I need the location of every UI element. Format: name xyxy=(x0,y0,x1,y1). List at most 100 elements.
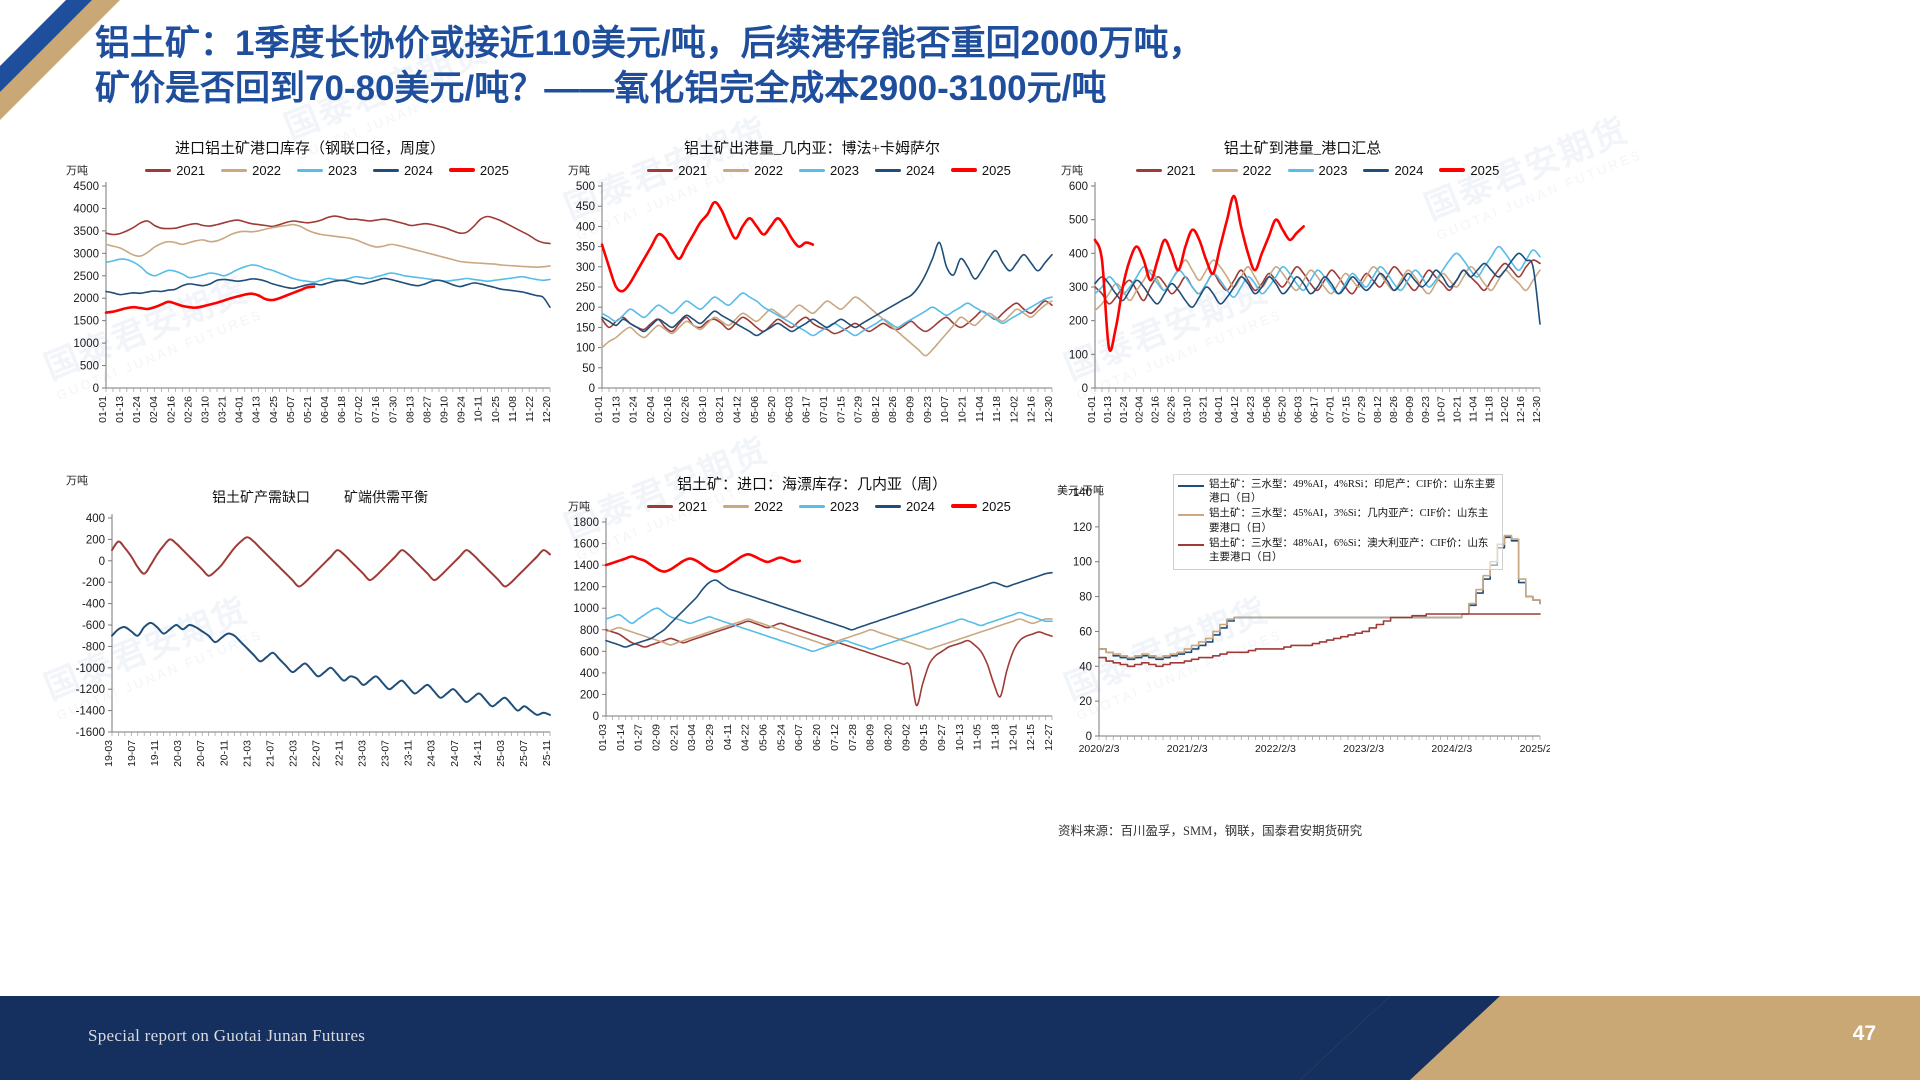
svg-text:02-16: 02-16 xyxy=(1150,396,1162,423)
svg-text:10-13: 10-13 xyxy=(954,724,966,751)
svg-text:01-24: 01-24 xyxy=(1118,396,1130,423)
legend-item-2024: 2024 xyxy=(874,499,935,514)
svg-text:05-07: 05-07 xyxy=(285,396,297,423)
chart3-unit: 万吨 xyxy=(1061,165,1083,177)
svg-text:60: 60 xyxy=(1079,626,1092,638)
legend-item-australia: 铝土矿：三水型：48%AI，6%Si：澳大利亚产：CIF价：山东主要港口（日） xyxy=(1178,537,1498,565)
svg-text:08-13: 08-13 xyxy=(404,396,416,423)
svg-text:08-09: 08-09 xyxy=(865,724,877,751)
svg-text:04-01: 04-01 xyxy=(234,396,246,423)
svg-text:07-02: 07-02 xyxy=(353,396,365,423)
svg-text:07-15: 07-15 xyxy=(835,396,847,423)
chart2-plot: 0 50 100 150 200 250 300 350 400 450 500 01-01 01-13… xyxy=(562,180,1062,450)
svg-text:0: 0 xyxy=(99,556,105,568)
chart2-unit: 万吨 xyxy=(568,165,590,177)
svg-text:04-25: 04-25 xyxy=(268,396,280,423)
svg-text:2500: 2500 xyxy=(73,271,99,283)
chart5-plot: 0 200 400 600 800 1000 1200 1400 1600 1800 01-03 01… xyxy=(562,516,1062,778)
footer-label: Special report on Guotai Junan Futures xyxy=(88,1026,366,1045)
chart1-plot: 0 500 1000 1500 2000 2500 3000 3500 4000 4500 01-0… xyxy=(60,180,560,450)
corner-decoration xyxy=(0,0,150,150)
chart1-legend: 2021 2022 2023 2024 2025 xyxy=(60,160,560,180)
svg-text:-200: -200 xyxy=(82,577,105,589)
svg-text:01-01: 01-01 xyxy=(97,396,109,423)
svg-text:0: 0 xyxy=(1082,383,1088,395)
svg-text:11-05: 11-05 xyxy=(972,724,984,750)
svg-text:04-12: 04-12 xyxy=(1229,396,1241,423)
svg-text:2021/2/3: 2021/2/3 xyxy=(1167,743,1208,755)
svg-text:12-16: 12-16 xyxy=(1515,396,1527,423)
svg-text:-1200: -1200 xyxy=(76,684,105,696)
svg-text:12-16: 12-16 xyxy=(1026,396,1038,423)
svg-text:03-21: 03-21 xyxy=(714,396,726,423)
svg-text:12-30: 12-30 xyxy=(1043,396,1055,423)
svg-text:100: 100 xyxy=(1073,557,1092,569)
legend-item-2021: 2021 xyxy=(145,163,205,178)
svg-text:25-11: 25-11 xyxy=(541,740,553,766)
svg-text:2020/2/3: 2020/2/3 xyxy=(1079,743,1120,755)
chart4-plot: -1600 -1400 -1200 -1000 -800 -600 -400 -200 0 200… xyxy=(60,508,560,788)
svg-text:80: 80 xyxy=(1079,592,1092,604)
svg-text:05-20: 05-20 xyxy=(766,396,778,423)
legend-item-balance: 矿端供需平衡 xyxy=(344,489,428,505)
svg-text:3000: 3000 xyxy=(73,248,99,260)
svg-text:22-03: 22-03 xyxy=(287,740,299,767)
slide-title: 铝土矿：1季度长协价或接近110美元/吨，后续港存能否重回2000万吨， 矿价是… xyxy=(95,22,1795,112)
svg-text:02-16: 02-16 xyxy=(662,396,674,423)
svg-text:09-15: 09-15 xyxy=(918,724,930,751)
svg-text:01-13: 01-13 xyxy=(610,396,622,423)
legend-item-2023: 2023 xyxy=(799,499,859,514)
svg-text:07-28: 07-28 xyxy=(847,724,859,751)
svg-text:08-27: 08-27 xyxy=(422,396,434,423)
svg-text:24-03: 24-03 xyxy=(426,740,438,767)
svg-text:150: 150 xyxy=(576,322,595,334)
svg-text:08-12: 08-12 xyxy=(1372,396,1384,423)
svg-text:1600: 1600 xyxy=(573,539,599,551)
legend-item-2023: 2023 xyxy=(799,163,859,178)
legend-item-2022: 2022 xyxy=(723,163,783,178)
svg-text:24-07: 24-07 xyxy=(449,740,461,767)
svg-text:1400: 1400 xyxy=(573,560,599,572)
chart2-title: 铝土矿出港量_几内亚：博法+卡姆萨尔 xyxy=(684,141,940,157)
svg-text:200: 200 xyxy=(580,689,599,701)
svg-text:06-04: 06-04 xyxy=(319,396,331,423)
svg-text:04-12: 04-12 xyxy=(732,396,744,423)
svg-text:06-03: 06-03 xyxy=(1293,396,1305,423)
svg-text:02-04: 02-04 xyxy=(1134,396,1146,423)
svg-text:07-15: 07-15 xyxy=(1340,396,1352,423)
svg-text:500: 500 xyxy=(80,361,99,373)
svg-text:11-08: 11-08 xyxy=(507,396,519,422)
svg-text:2022/2/3: 2022/2/3 xyxy=(1255,743,1296,755)
chart-panel-port-inventory: 进口铝土矿港口库存（钢联口径，周度） 万吨 2021 2022 2023 202… xyxy=(60,138,560,458)
svg-text:11-18: 11-18 xyxy=(990,724,1002,750)
legend-item-2025: 2025 xyxy=(950,163,1011,178)
svg-text:01-13: 01-13 xyxy=(114,396,126,423)
svg-text:10-07: 10-07 xyxy=(939,396,951,423)
svg-text:09-24: 09-24 xyxy=(456,396,468,423)
svg-text:06-07: 06-07 xyxy=(793,724,805,751)
chart-panel-cif-prices: 美元/干吨 铝土矿：三水型：49%AI，4%RSi：印尼产：CIF价：山东主要港… xyxy=(1055,468,1550,798)
chart-panel-sea-inventory: 铝土矿：进口：海漂库存：几内亚（周） 万吨 2021 2022 2023 202… xyxy=(562,468,1062,798)
chart6-plot: 0 20 40 60 80 100 120 140 2020/2/3 2021/2/3 2022/2… xyxy=(1055,482,1550,772)
source-note: 资料来源：百川盈孚，SMM，钢联，国泰君安期货研究 xyxy=(1058,824,1363,838)
svg-text:03-29: 03-29 xyxy=(704,724,716,751)
svg-text:120: 120 xyxy=(1073,522,1092,534)
chart-panel-port-arrivals: 铝土矿到港量_港口汇总 万吨 2021 2022 2023 2024 2025 … xyxy=(1055,138,1550,458)
svg-text:20-07: 20-07 xyxy=(195,740,207,767)
svg-text:20-11: 20-11 xyxy=(218,740,230,766)
svg-text:23-03: 23-03 xyxy=(357,740,369,767)
svg-text:20: 20 xyxy=(1079,696,1092,708)
svg-text:1500: 1500 xyxy=(73,316,99,328)
svg-text:2000: 2000 xyxy=(73,293,99,305)
svg-text:01-24: 01-24 xyxy=(131,396,143,423)
svg-text:800: 800 xyxy=(580,625,599,637)
svg-text:12-02: 12-02 xyxy=(1499,396,1511,423)
svg-text:1000: 1000 xyxy=(573,603,599,615)
svg-text:300: 300 xyxy=(1069,282,1088,294)
legend-item-guinea: 铝土矿：三水型：45%AI，3%Si：几内亚产：CIF价：山东主要港口（日） xyxy=(1178,507,1498,535)
chart1-unit: 万吨 xyxy=(66,165,88,177)
legend-item-2021: 2021 xyxy=(647,499,707,514)
svg-text:09-10: 09-10 xyxy=(439,396,451,423)
svg-text:01-01: 01-01 xyxy=(593,396,605,423)
svg-text:06-18: 06-18 xyxy=(336,396,348,423)
